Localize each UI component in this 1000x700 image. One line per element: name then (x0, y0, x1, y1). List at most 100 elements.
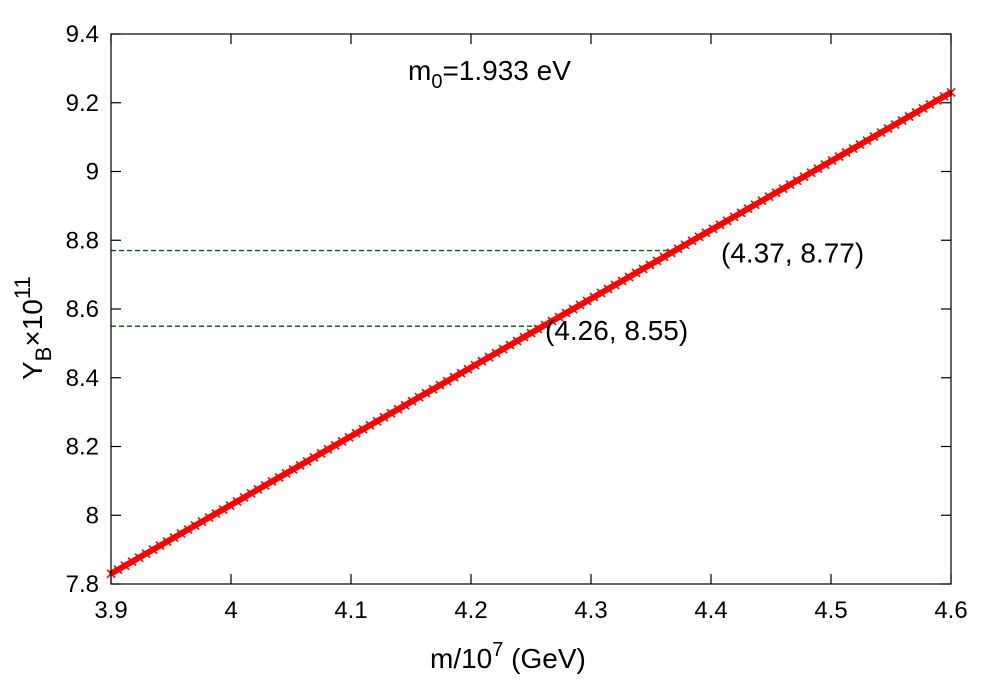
data-point (575, 300, 585, 310)
data-point (484, 352, 494, 362)
data-point (330, 440, 340, 450)
data-point (134, 553, 144, 563)
point-annotation: (4.37, 8.77) (721, 238, 864, 269)
data-point (582, 296, 592, 306)
data-point (204, 512, 214, 523)
data-point (302, 456, 312, 466)
y-tick-label: 9.4 (66, 21, 99, 48)
data-point (764, 192, 774, 202)
data-point (120, 561, 130, 571)
data-point (883, 123, 893, 134)
data-point (176, 529, 186, 539)
data-point (820, 160, 830, 170)
data-point (617, 276, 627, 286)
data-point (162, 537, 172, 547)
data-point (211, 508, 221, 519)
data-point (554, 312, 564, 322)
y-tick-label: 9.2 (66, 90, 99, 117)
x-tick-label: 4.3 (574, 597, 607, 624)
data-point (932, 95, 942, 106)
data-point (827, 156, 837, 166)
data-point (232, 496, 242, 507)
data-point (771, 188, 781, 198)
data-point (470, 360, 480, 370)
axis-ticks: 3.9 4 4.1 4.2 4.3 4.4 4.5 4.6 7.8 8 8.2 8.4 8.6 8.8 9 9… (66, 21, 968, 624)
y-tick-label: 7.8 (66, 571, 99, 598)
y-tick-label: 8.8 (66, 227, 99, 254)
data-point (869, 131, 879, 142)
data-point (708, 224, 718, 234)
data-point (792, 176, 802, 186)
x-tick-label: 4.5 (814, 597, 847, 624)
data-point (855, 140, 865, 150)
data-point (421, 388, 431, 398)
data-point (491, 348, 501, 358)
data-point (260, 480, 270, 491)
data-point (876, 127, 886, 138)
data-point (323, 444, 333, 454)
data-point (435, 380, 445, 390)
data-point (407, 396, 417, 406)
data-point (400, 400, 410, 410)
data-point (799, 172, 809, 182)
data-point (778, 184, 788, 194)
data-point (519, 332, 529, 342)
annotations: (4.37, 8.77) (4.26, 8.55) (545, 238, 864, 347)
data-point (540, 320, 550, 330)
data-point (337, 436, 347, 446)
data-point (596, 288, 606, 298)
x-tick-label: 4.2 (454, 597, 487, 624)
data-point (169, 533, 179, 543)
data-point (918, 103, 928, 114)
data-point (694, 232, 704, 242)
y-axis-label: YB×1011 (10, 276, 56, 380)
data-point (295, 460, 305, 470)
data-point (449, 372, 459, 382)
data-point (638, 264, 648, 274)
data-point (393, 404, 403, 414)
data-point (477, 356, 487, 366)
data-point (729, 212, 739, 222)
data-point (225, 500, 235, 511)
data-point (351, 428, 361, 438)
y-tick-label: 8 (86, 502, 99, 529)
y-tick-label: 8.4 (66, 365, 99, 392)
data-point (127, 557, 137, 567)
x-axis-label: m/107 (GeV) (430, 639, 586, 674)
data-point (687, 236, 697, 246)
data-point (715, 220, 725, 230)
data-point (379, 412, 389, 422)
x-tick-label: 3.9 (94, 597, 127, 624)
data-point (141, 549, 151, 559)
data-point (463, 364, 473, 374)
y-tick-label: 8.6 (66, 296, 99, 323)
data-point (904, 111, 914, 122)
x-tick-label: 4.6 (934, 597, 967, 624)
data-point (813, 164, 823, 174)
data-point (512, 336, 522, 346)
data-point (652, 256, 662, 266)
data-point (806, 168, 816, 178)
data-point (743, 204, 753, 214)
data-point (505, 340, 515, 350)
data-point (414, 392, 424, 402)
point-annotation: (4.26, 8.55) (545, 315, 688, 346)
data-point (610, 280, 620, 290)
data-point (267, 476, 277, 487)
data-point (834, 152, 844, 162)
data-point (344, 432, 354, 442)
data-point (666, 248, 676, 258)
data-point (568, 304, 578, 314)
data-point (547, 316, 557, 326)
data-point (841, 148, 851, 158)
data-point (757, 196, 767, 206)
data-point (239, 492, 249, 503)
data-point (785, 180, 795, 190)
data-point (736, 208, 746, 218)
data-point (925, 99, 935, 110)
data-point (428, 384, 438, 394)
data-point (218, 504, 228, 515)
data-point (456, 368, 466, 378)
data-point (365, 420, 375, 430)
